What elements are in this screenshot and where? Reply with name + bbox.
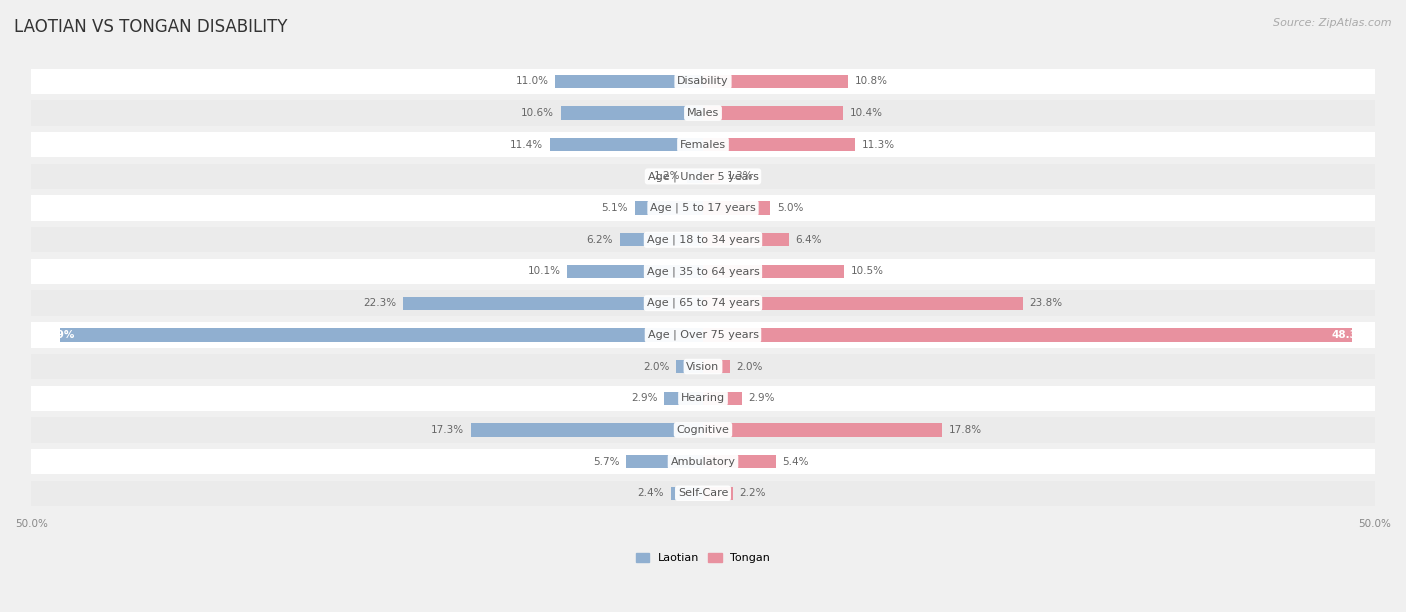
Text: 2.0%: 2.0% <box>737 362 763 371</box>
Bar <box>555 75 703 88</box>
Bar <box>703 424 942 436</box>
Text: 6.4%: 6.4% <box>796 235 823 245</box>
Text: 10.5%: 10.5% <box>851 266 884 277</box>
Text: Age | 65 to 74 years: Age | 65 to 74 years <box>647 298 759 308</box>
Bar <box>703 138 855 151</box>
Bar <box>703 360 730 373</box>
Bar <box>31 69 1375 94</box>
Bar <box>634 201 703 215</box>
Text: Males: Males <box>688 108 718 118</box>
Text: Age | Under 5 years: Age | Under 5 years <box>648 171 758 182</box>
Bar <box>59 328 703 341</box>
Bar <box>703 75 848 88</box>
Bar <box>676 360 703 373</box>
Text: 2.2%: 2.2% <box>740 488 766 498</box>
Bar <box>561 106 703 120</box>
Text: 11.4%: 11.4% <box>510 140 543 150</box>
Bar <box>703 170 720 183</box>
Bar <box>31 195 1375 221</box>
Bar <box>31 322 1375 348</box>
Text: 11.0%: 11.0% <box>516 76 548 86</box>
Text: 10.6%: 10.6% <box>520 108 554 118</box>
Bar <box>31 480 1375 506</box>
Text: Disability: Disability <box>678 76 728 86</box>
Text: 5.4%: 5.4% <box>782 457 808 466</box>
Bar <box>31 417 1375 442</box>
Bar <box>703 455 776 468</box>
Text: 48.3%: 48.3% <box>1331 330 1368 340</box>
Text: 10.8%: 10.8% <box>855 76 887 86</box>
Text: 2.9%: 2.9% <box>631 394 658 403</box>
Bar <box>31 132 1375 157</box>
Text: Females: Females <box>681 140 725 150</box>
Text: LAOTIAN VS TONGAN DISABILITY: LAOTIAN VS TONGAN DISABILITY <box>14 18 288 36</box>
Text: 47.9%: 47.9% <box>38 330 75 340</box>
Bar <box>31 259 1375 284</box>
Text: 2.9%: 2.9% <box>748 394 775 403</box>
Text: 17.3%: 17.3% <box>430 425 464 435</box>
Bar <box>31 386 1375 411</box>
Text: 23.8%: 23.8% <box>1029 298 1063 308</box>
Text: 5.7%: 5.7% <box>593 457 620 466</box>
Bar <box>404 297 703 310</box>
Bar <box>471 424 703 436</box>
Text: Vision: Vision <box>686 362 720 371</box>
Text: Cognitive: Cognitive <box>676 425 730 435</box>
Text: Age | 18 to 34 years: Age | 18 to 34 years <box>647 234 759 245</box>
Bar <box>31 164 1375 189</box>
Bar <box>703 328 1351 341</box>
Text: Ambulatory: Ambulatory <box>671 457 735 466</box>
Bar <box>31 449 1375 474</box>
Bar <box>31 100 1375 125</box>
Text: 1.3%: 1.3% <box>727 171 754 181</box>
Text: 2.4%: 2.4% <box>637 488 664 498</box>
Text: 10.4%: 10.4% <box>849 108 883 118</box>
Text: 1.2%: 1.2% <box>654 171 681 181</box>
Text: Age | 35 to 64 years: Age | 35 to 64 years <box>647 266 759 277</box>
Text: 5.1%: 5.1% <box>602 203 628 213</box>
Text: Hearing: Hearing <box>681 394 725 403</box>
Text: 17.8%: 17.8% <box>949 425 981 435</box>
Bar <box>627 455 703 468</box>
Legend: Laotian, Tongan: Laotian, Tongan <box>636 553 770 563</box>
Bar <box>31 227 1375 253</box>
Bar <box>703 265 844 278</box>
Text: Age | 5 to 17 years: Age | 5 to 17 years <box>650 203 756 214</box>
Bar <box>703 106 842 120</box>
Text: 2.0%: 2.0% <box>643 362 669 371</box>
Text: 11.3%: 11.3% <box>862 140 894 150</box>
Bar <box>550 138 703 151</box>
Text: 5.0%: 5.0% <box>778 203 803 213</box>
Bar <box>664 392 703 405</box>
Bar <box>568 265 703 278</box>
Text: 6.2%: 6.2% <box>586 235 613 245</box>
Bar <box>703 487 733 500</box>
Text: 10.1%: 10.1% <box>527 266 561 277</box>
Bar <box>671 487 703 500</box>
Bar <box>31 354 1375 379</box>
Bar <box>688 170 703 183</box>
Bar <box>703 392 742 405</box>
Bar <box>31 291 1375 316</box>
Text: Source: ZipAtlas.com: Source: ZipAtlas.com <box>1274 18 1392 28</box>
Bar <box>703 201 770 215</box>
Bar <box>703 233 789 247</box>
Bar <box>703 297 1022 310</box>
Text: 22.3%: 22.3% <box>364 298 396 308</box>
Text: Self-Care: Self-Care <box>678 488 728 498</box>
Text: Age | Over 75 years: Age | Over 75 years <box>648 330 758 340</box>
Bar <box>620 233 703 247</box>
